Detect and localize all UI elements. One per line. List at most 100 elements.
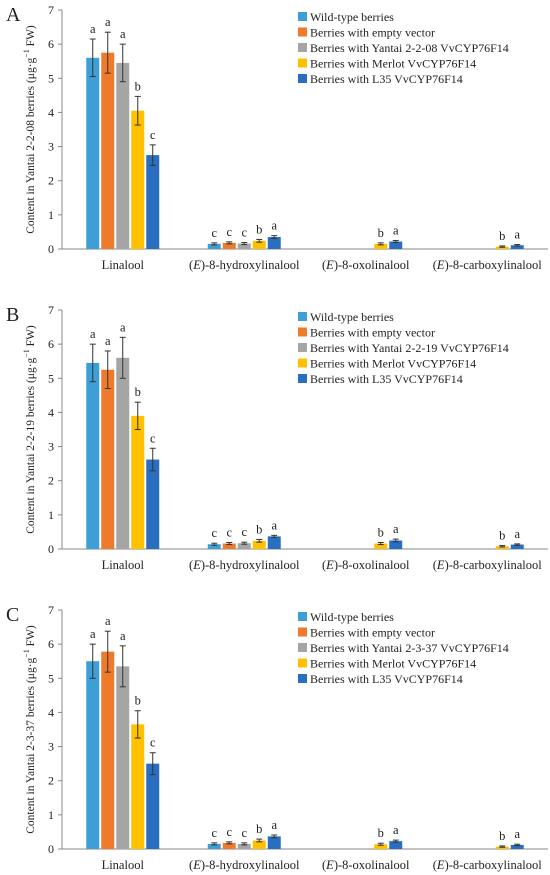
x-tick-suffix: Linalool bbox=[102, 858, 145, 872]
x-tick-italic: E bbox=[325, 258, 334, 272]
significance-letter: c bbox=[226, 526, 232, 540]
bar bbox=[101, 369, 115, 549]
significance-letter: b bbox=[135, 385, 141, 399]
panel-letter: B bbox=[6, 304, 19, 326]
significance-letter: a bbox=[271, 219, 277, 233]
x-tick-italic: E bbox=[325, 858, 334, 872]
x-tick-italic: E bbox=[192, 258, 201, 272]
y-tick-label: 3 bbox=[48, 440, 54, 454]
bar bbox=[207, 243, 221, 249]
chart-panel-c: C 0 1 2 3 4 5 6 7 Content in Yantai 2-3-37 berrie… bbox=[6, 603, 548, 872]
x-tick-suffix: )-8-oxolinalool bbox=[334, 858, 410, 872]
x-tick-prefix: ( bbox=[189, 258, 193, 272]
x-tick-label: (E)-8-oxolinalool bbox=[322, 858, 410, 872]
x-tick-italic: E bbox=[436, 558, 445, 572]
bar bbox=[267, 536, 281, 549]
legend-label: Wild-type berries bbox=[310, 610, 394, 624]
legend-label: Wild-type berries bbox=[310, 10, 394, 24]
legend-swatch bbox=[298, 327, 307, 337]
bar bbox=[116, 62, 130, 249]
significance-letter: b bbox=[378, 526, 384, 540]
y-axis-label: Content in Yantai 2-2-08 berries (μg·g−1… bbox=[22, 25, 37, 234]
significance-letter: a bbox=[90, 22, 96, 36]
legend-label: Berries with Merlot VvCYP76F14 bbox=[310, 57, 476, 71]
legend-label: Berries with Merlot VvCYP76F14 bbox=[310, 357, 476, 371]
y-tick-label: 7 bbox=[48, 303, 54, 317]
x-tick-label: (E)-8-carboxylinalool bbox=[433, 258, 543, 272]
significance-letter: b bbox=[499, 529, 505, 543]
y-axis-label-text: Content in Yantai 2-3-37 berries (μg·g bbox=[25, 657, 37, 833]
bar bbox=[374, 543, 388, 549]
y-tick-label: 3 bbox=[48, 140, 54, 154]
significance-letter: a bbox=[514, 527, 520, 541]
y-tick-label: 3 bbox=[48, 740, 54, 754]
significance-letter: a bbox=[393, 522, 399, 536]
legend-label: Berries with Merlot VvCYP76F14 bbox=[310, 657, 476, 671]
bar bbox=[237, 543, 251, 549]
x-tick-label: Linalool bbox=[102, 258, 145, 272]
legend-label: Berries with L35 VvCYP76F14 bbox=[310, 72, 463, 86]
y-axis-label-suffix: FW) bbox=[25, 25, 37, 49]
x-tick-prefix: ( bbox=[322, 858, 326, 872]
x-tick-italic: E bbox=[192, 858, 201, 872]
legend-swatch bbox=[298, 43, 307, 52]
y-axis-label-suffix: FW) bbox=[25, 325, 37, 349]
x-tick-prefix: ( bbox=[433, 558, 437, 572]
legend-label: Berries with empty vector bbox=[310, 626, 435, 640]
bar bbox=[222, 842, 236, 849]
significance-letter: a bbox=[393, 823, 399, 837]
legend-label: Berries with empty vector bbox=[310, 326, 435, 340]
significance-letter: c bbox=[211, 226, 217, 240]
x-tick-suffix: )-8-hydroxylinalool bbox=[201, 558, 300, 572]
bar bbox=[207, 843, 221, 849]
bar bbox=[116, 357, 130, 549]
x-tick-label: Linalool bbox=[102, 858, 145, 872]
legend-label: Berries with L35 VvCYP76F14 bbox=[310, 672, 463, 686]
x-tick-label: (E)-8-oxolinalool bbox=[322, 558, 410, 572]
legend-swatch bbox=[298, 343, 307, 352]
y-tick-label: 2 bbox=[48, 174, 54, 188]
y-tick-label: 7 bbox=[48, 603, 54, 617]
bar bbox=[146, 763, 160, 849]
bar bbox=[495, 546, 509, 549]
bar bbox=[374, 844, 388, 849]
y-tick-label: 1 bbox=[48, 208, 54, 222]
legend-swatch bbox=[298, 674, 307, 683]
bar bbox=[116, 666, 130, 849]
significance-letter: a bbox=[271, 818, 277, 832]
y-axis-label-sup: −1 bbox=[22, 49, 31, 58]
bar bbox=[252, 840, 266, 849]
x-tick-suffix: Linalool bbox=[102, 558, 145, 572]
significance-letter: c bbox=[241, 226, 247, 240]
y-tick-label: 0 bbox=[48, 242, 54, 256]
significance-letter: a bbox=[120, 27, 126, 41]
y-tick-label: 0 bbox=[48, 842, 54, 856]
significance-letter: c bbox=[150, 736, 156, 750]
legend-swatch bbox=[298, 312, 307, 321]
significance-letter: a bbox=[514, 827, 520, 841]
bar bbox=[131, 415, 145, 549]
bar bbox=[146, 459, 160, 549]
x-tick-suffix: )-8-hydroxylinalool bbox=[201, 858, 300, 872]
y-axis-label-sup: −1 bbox=[22, 349, 31, 358]
bar bbox=[222, 543, 236, 549]
legend-swatch bbox=[298, 658, 307, 668]
bar bbox=[146, 155, 160, 249]
bar bbox=[86, 362, 100, 549]
x-tick-suffix: )-8-carboxylinalool bbox=[445, 858, 543, 872]
significance-letter: a bbox=[393, 223, 399, 237]
x-tick-label: (E)-8-oxolinalool bbox=[322, 258, 410, 272]
bar bbox=[252, 540, 266, 549]
x-tick-prefix: ( bbox=[189, 858, 193, 872]
legend-label: Berries with Yantai 2-3-37 VvCYP76F14 bbox=[310, 641, 509, 655]
bar bbox=[237, 243, 251, 249]
y-axis-label-sup: −1 bbox=[22, 649, 31, 658]
y-tick-label: 0 bbox=[48, 542, 54, 556]
bar bbox=[101, 52, 115, 249]
x-tick-suffix: )-8-carboxylinalool bbox=[445, 258, 543, 272]
legend-label: Berries with L35 VvCYP76F14 bbox=[310, 372, 463, 386]
significance-letter: b bbox=[499, 829, 505, 843]
x-tick-label: (E)-8-hydroxylinalool bbox=[189, 858, 300, 872]
significance-letter: a bbox=[105, 614, 111, 628]
